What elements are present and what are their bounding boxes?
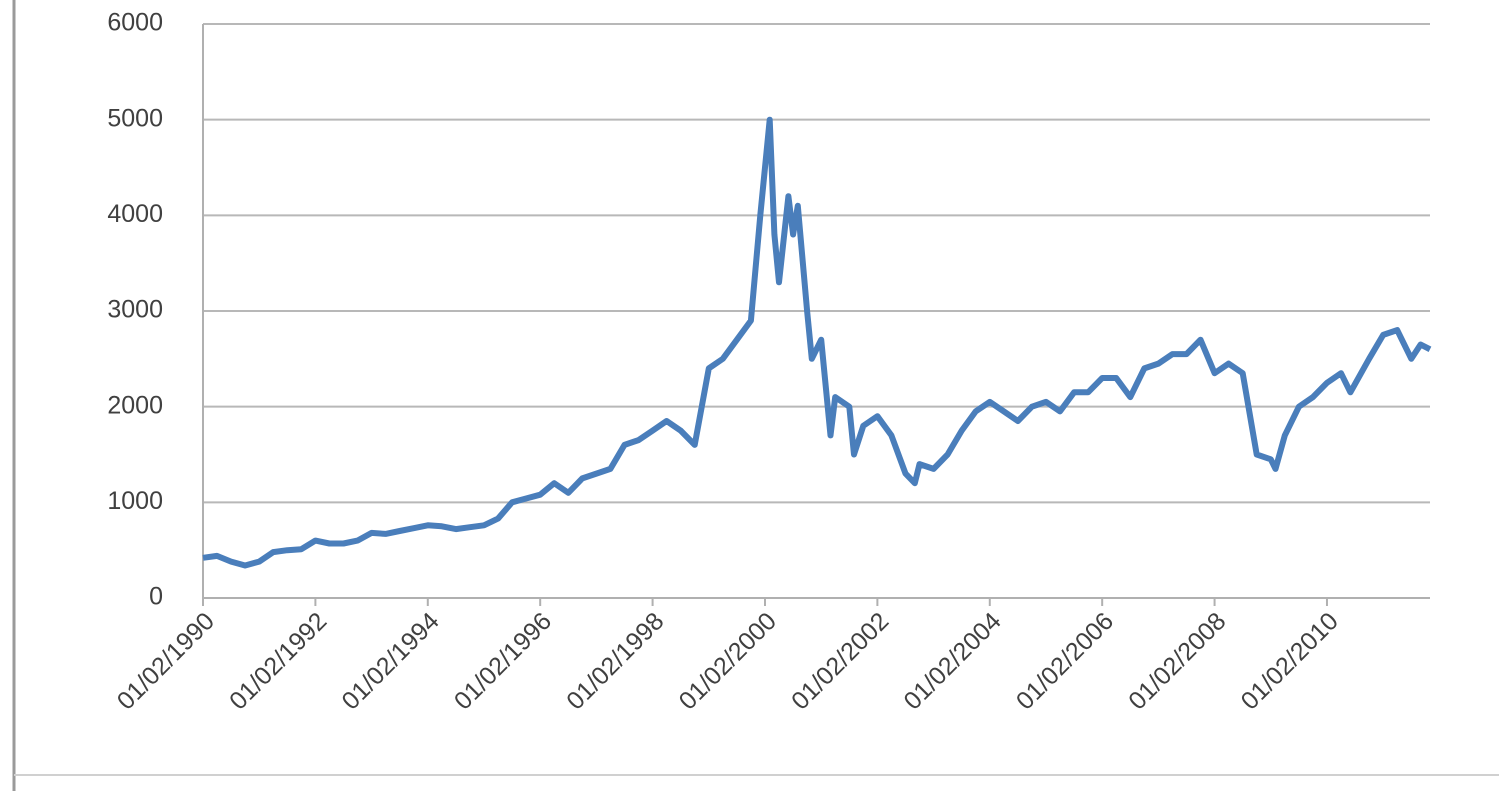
y-tick-label: 2000	[107, 391, 163, 419]
line-series	[202, 116, 1432, 569]
y-tick-label: 6000	[107, 9, 163, 37]
y-tick-label: 0	[149, 583, 163, 611]
y-tick-label: 5000	[107, 104, 163, 132]
y-tick-label: 1000	[107, 487, 163, 515]
y-tick-label: 3000	[107, 296, 163, 324]
y-tick-label: 4000	[107, 200, 163, 228]
